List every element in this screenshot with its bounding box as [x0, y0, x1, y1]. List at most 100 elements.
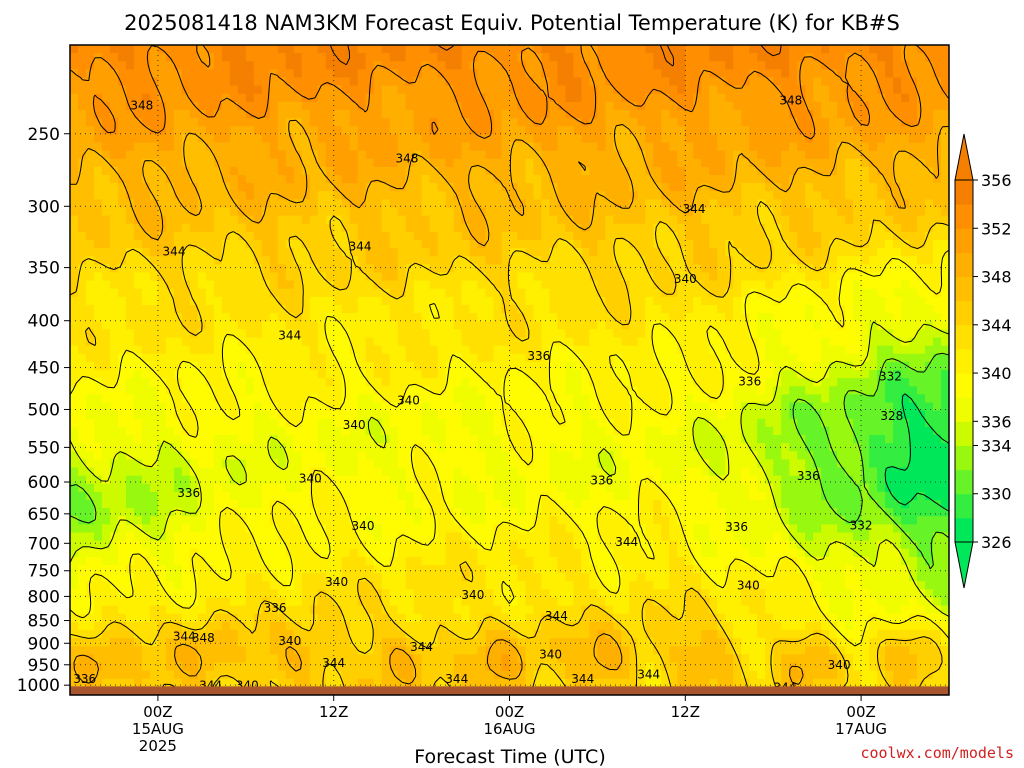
field-cell	[325, 370, 335, 379]
field-cell	[765, 183, 774, 192]
field-cell	[237, 313, 247, 322]
field-cell	[589, 199, 598, 209]
field-cell	[293, 313, 303, 322]
field-cell	[381, 329, 391, 339]
field-cell	[477, 93, 487, 103]
field-cell	[693, 69, 702, 79]
field-cell	[821, 337, 830, 347]
field-cell	[525, 85, 535, 95]
field-cell	[165, 264, 175, 274]
field-cell	[677, 296, 686, 306]
field-cell	[717, 207, 726, 217]
field-cell	[493, 305, 503, 314]
field-cell	[341, 313, 351, 322]
field-cell	[461, 353, 471, 363]
field-cell	[117, 134, 127, 144]
field-cell	[925, 264, 934, 274]
field-cell	[285, 305, 295, 314]
field-cell	[373, 272, 383, 282]
field-cell	[797, 288, 806, 298]
field-cell	[725, 321, 734, 330]
field-cell	[181, 85, 191, 95]
field-cell	[325, 288, 335, 298]
field-cell	[325, 183, 335, 192]
field-cell	[149, 410, 159, 420]
field-cell	[621, 207, 630, 217]
field-cell	[125, 280, 135, 290]
field-cell	[85, 110, 95, 119]
field-cell	[893, 69, 902, 79]
field-cell	[141, 150, 151, 160]
field-cell	[533, 378, 543, 387]
field-cell	[429, 101, 439, 111]
field-cell	[389, 329, 399, 339]
field-cell	[501, 296, 511, 306]
field-cell	[245, 199, 255, 209]
field-cell	[165, 85, 175, 95]
field-cell	[133, 264, 143, 274]
field-cell	[933, 321, 942, 330]
field-cell	[621, 223, 630, 233]
field-cell	[453, 272, 463, 282]
field-cell	[253, 223, 263, 233]
field-cell	[197, 329, 207, 339]
field-cell	[853, 337, 862, 347]
field-cell	[389, 77, 399, 87]
field-cell	[637, 296, 646, 306]
field-cell	[277, 248, 287, 257]
field-cell	[277, 321, 287, 330]
field-cell	[789, 305, 798, 314]
field-cell	[309, 296, 319, 306]
field-cell	[637, 93, 646, 103]
field-cell	[589, 370, 598, 379]
field-cell	[317, 264, 327, 274]
field-cell	[573, 183, 583, 192]
field-cell	[285, 370, 295, 379]
field-cell	[917, 191, 926, 200]
field-cell	[941, 175, 949, 184]
field-cell	[821, 353, 830, 363]
field-cell	[117, 45, 127, 54]
field-cell	[645, 199, 654, 209]
field-cell	[325, 110, 335, 119]
field-cell	[613, 158, 622, 168]
field-cell	[893, 223, 902, 233]
field-cell	[717, 215, 726, 225]
field-cell	[437, 288, 447, 298]
field-cell	[589, 158, 598, 168]
field-cell	[589, 305, 598, 314]
field-cell	[893, 191, 902, 200]
field-cell	[693, 207, 702, 217]
field-cell	[229, 248, 239, 257]
field-cell	[461, 101, 471, 111]
field-cell	[365, 386, 375, 395]
field-cell	[885, 142, 894, 152]
field-cell	[509, 305, 519, 314]
field-cell	[117, 402, 127, 412]
field-cell	[285, 191, 295, 200]
field-cell	[925, 191, 934, 200]
field-cell	[205, 126, 215, 135]
field-cell	[125, 272, 135, 282]
field-cell	[925, 337, 934, 347]
field-cell	[845, 256, 854, 265]
field-cell	[629, 223, 638, 233]
field-cell	[269, 305, 279, 314]
field-cell	[445, 215, 455, 225]
field-cell	[517, 288, 527, 298]
field-cell	[757, 166, 766, 176]
field-cell	[493, 370, 503, 379]
field-cell	[421, 53, 431, 62]
field-cell	[573, 85, 583, 95]
field-cell	[357, 85, 367, 95]
field-cell	[461, 77, 471, 87]
field-cell	[757, 191, 766, 200]
field-cell	[645, 93, 654, 103]
field-cell	[213, 305, 223, 314]
field-cell	[757, 313, 766, 322]
field-cell	[149, 93, 159, 103]
field-cell	[477, 142, 487, 152]
field-cell	[245, 101, 255, 111]
field-cell	[421, 142, 431, 152]
field-cell	[349, 305, 359, 314]
